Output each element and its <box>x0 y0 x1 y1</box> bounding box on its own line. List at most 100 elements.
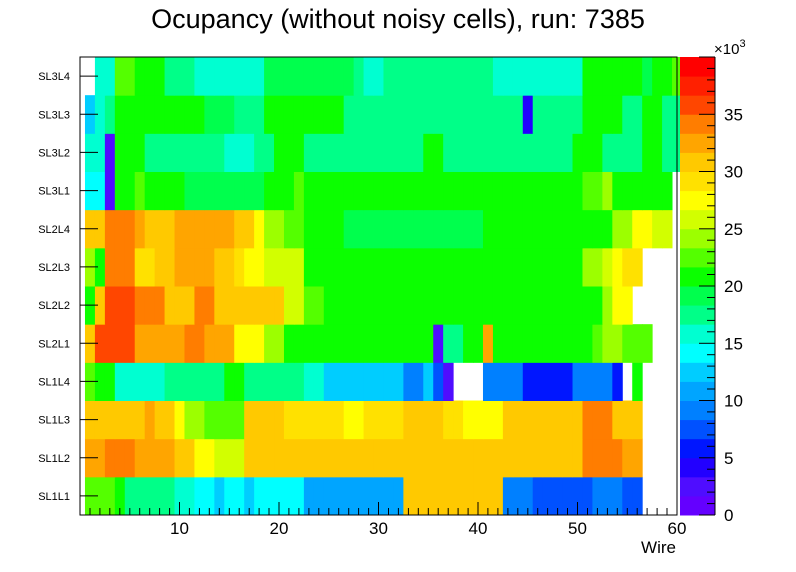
heatmap-cell <box>303 57 315 96</box>
heatmap-cell <box>114 476 126 516</box>
heatmap-cell <box>463 247 474 287</box>
heatmap-cell <box>134 400 146 440</box>
heatmap-cell <box>274 171 285 211</box>
heatmap-cell <box>134 324 146 363</box>
heatmap-cell <box>572 286 583 325</box>
heatmap-cell <box>662 57 673 96</box>
heatmap-cell <box>423 476 434 516</box>
heatmap-cell <box>224 362 235 401</box>
heatmap-cell <box>502 247 514 287</box>
heatmap-cell <box>393 438 404 478</box>
heatmap-cell <box>632 362 643 401</box>
heatmap-cell <box>264 286 275 325</box>
heatmap-cell <box>254 133 265 172</box>
heatmap-cell <box>274 400 285 440</box>
heatmap-cell <box>343 57 355 96</box>
heatmap-cell <box>542 324 554 363</box>
heatmap-cell <box>592 133 603 172</box>
heatmap-cell <box>622 438 633 478</box>
heatmap-cell <box>413 324 424 363</box>
heatmap-cell <box>502 362 514 401</box>
heatmap-cell <box>204 171 215 211</box>
heatmap-cell <box>114 324 126 363</box>
heatmap-cell <box>194 57 205 96</box>
heatmap-cell <box>562 247 574 287</box>
heatmap-cell <box>124 400 136 440</box>
heatmap-cell <box>174 438 185 478</box>
heatmap-cell <box>473 209 484 249</box>
heatmap-cell <box>154 171 166 211</box>
heatmap-cell <box>393 400 404 440</box>
colorbar-tick-label: 5 <box>724 449 733 468</box>
heatmap-cell <box>104 324 116 363</box>
heatmap-cell <box>502 286 514 325</box>
heatmap-cell <box>104 362 116 401</box>
heatmap-cell <box>124 57 136 96</box>
colorbar-band <box>680 495 715 516</box>
heatmap-cell <box>303 95 315 134</box>
heatmap-cell <box>144 362 156 401</box>
heatmap-cell <box>592 362 603 401</box>
heatmap-cell <box>104 438 116 478</box>
heatmap-cell <box>174 286 185 325</box>
heatmap-cell <box>164 247 176 287</box>
heatmap-cell <box>542 438 554 478</box>
heatmap-cell <box>333 476 345 516</box>
heatmap-cell <box>254 286 265 325</box>
heatmap-cell <box>413 95 424 134</box>
heatmap-cell <box>383 362 394 401</box>
heatmap-cell <box>512 362 524 401</box>
heatmap-cell <box>562 324 574 363</box>
heatmap-cell <box>293 362 305 401</box>
heatmap-cell <box>522 171 534 211</box>
heatmap-cell <box>264 95 275 134</box>
row-label: SL1L3 <box>38 415 70 427</box>
heatmap-cell <box>164 476 176 516</box>
heatmap-cell <box>592 438 603 478</box>
heatmap-cell <box>224 171 235 211</box>
heatmap-cell <box>224 247 235 287</box>
heatmap-cell <box>124 438 136 478</box>
heatmap-cell <box>562 286 574 325</box>
heatmap-cell <box>353 286 365 325</box>
heatmap-cell <box>612 400 623 440</box>
heatmap-cell <box>393 324 404 363</box>
heatmap-cell <box>463 438 474 478</box>
heatmap-cell <box>244 133 255 172</box>
heatmap-cell <box>413 209 424 249</box>
heatmap-cell <box>403 438 414 478</box>
heatmap-cell <box>363 362 375 401</box>
heatmap-cell <box>124 209 136 249</box>
colorbar-tick-label: 0 <box>724 506 733 525</box>
heatmap-cell <box>343 400 355 440</box>
heatmap-cell <box>572 362 583 401</box>
heatmap-cell <box>453 247 464 287</box>
heatmap-cell <box>453 400 464 440</box>
heatmap-cell <box>254 247 265 287</box>
heatmap-cell <box>353 57 365 96</box>
heatmap-cell <box>542 133 554 172</box>
heatmap-cell <box>313 171 325 211</box>
heatmap-cell <box>224 400 235 440</box>
heatmap-cell <box>522 476 534 516</box>
heatmap-cell <box>114 57 126 96</box>
heatmap-cell <box>293 209 305 249</box>
heatmap-cell <box>264 171 275 211</box>
heatmap-cell <box>413 286 424 325</box>
heatmap-cell <box>244 438 255 478</box>
heatmap-cell <box>512 476 524 516</box>
heatmap-cell <box>264 476 275 516</box>
heatmap-cell <box>642 95 653 134</box>
heatmap-cell <box>323 209 335 249</box>
heatmap-cell <box>274 57 285 96</box>
heatmap-cell <box>323 286 335 325</box>
heatmap-cell <box>512 286 524 325</box>
heatmap-cell <box>234 324 245 363</box>
heatmap-cell <box>463 95 474 134</box>
heatmap-cell <box>652 95 663 134</box>
heatmap-cell <box>274 362 285 401</box>
colorbar-band <box>680 114 715 134</box>
heatmap-cell <box>403 209 414 249</box>
heatmap-cell <box>104 95 116 134</box>
